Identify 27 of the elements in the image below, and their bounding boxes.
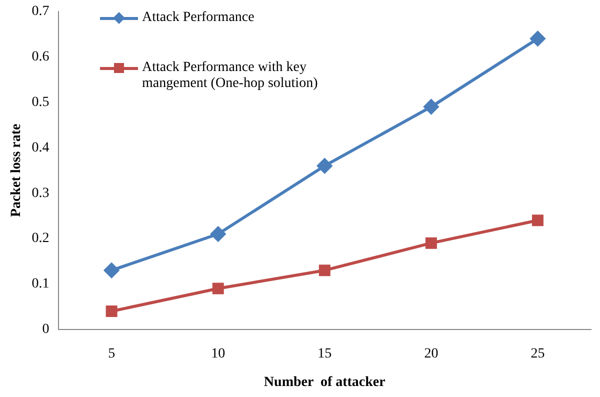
point <box>424 99 439 114</box>
point <box>212 282 224 294</box>
point <box>210 226 226 242</box>
y-tick-label: 0.6 <box>32 50 50 64</box>
legend-label: Attack Performance <box>142 10 254 26</box>
x-tick-label: 10 <box>211 346 226 362</box>
point <box>317 158 332 174</box>
legend-label: Attack Performance with key mangement (One-hop solution) <box>142 60 319 92</box>
x-tick-label: 20 <box>424 346 438 362</box>
x-tick-label: 25 <box>530 346 545 362</box>
y-tick-label: 0.4 <box>32 140 50 156</box>
x-tick-label: 15 <box>318 346 332 362</box>
y-tick-label: 0.3 <box>32 186 50 201</box>
point <box>530 31 546 46</box>
x-tick-label: 5 <box>108 346 116 362</box>
y-tick-label: 0.5 <box>32 94 50 110</box>
x-axis-title: Number of attacker <box>264 375 386 390</box>
point <box>106 305 118 317</box>
y-tick-label: 0.7 <box>32 4 50 20</box>
point <box>425 237 437 249</box>
y-tick-label: 0 <box>42 322 50 338</box>
y-axis-title: Packet loss rate <box>9 124 24 218</box>
point <box>104 262 120 278</box>
y-tick-label: 0.1 <box>32 276 50 292</box>
point <box>318 264 330 276</box>
point <box>532 214 544 226</box>
y-tick-label: 0.2 <box>32 231 50 246</box>
